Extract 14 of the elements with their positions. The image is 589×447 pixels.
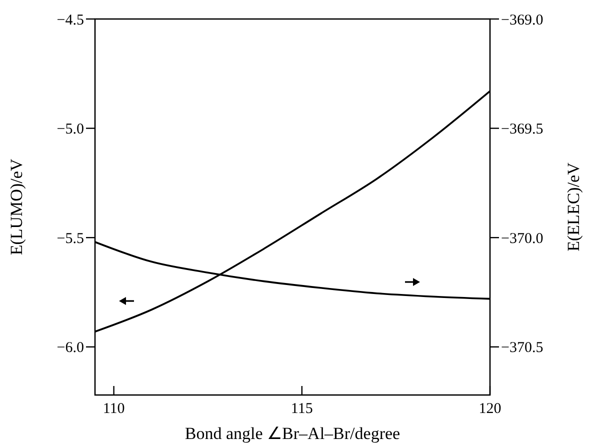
y-tick-label: −4.5 (56, 12, 84, 28)
x-axis-title: Bond angle ∠Br–Al–Br/degree (184, 424, 400, 443)
x-tick-label: 110 (102, 401, 125, 417)
y-tick-label: −6.0 (56, 340, 84, 356)
y2-tick-label: −369.5 (501, 122, 544, 138)
y2-axis-title: E(ELEC)/eV (564, 162, 583, 252)
y-tick-label: −5.0 (56, 122, 84, 138)
y-tick-label: −5.5 (56, 230, 84, 247)
y-axis-title: E(LUMO)/eV (7, 158, 26, 256)
x-tick-label: 115 (290, 401, 313, 417)
x-tick-label: 120 (478, 401, 502, 417)
y2-tick-label: −370.0 (501, 230, 544, 247)
y2-tick-label: −369.0 (501, 12, 544, 28)
y2-tick-label: −370.5 (501, 340, 544, 356)
